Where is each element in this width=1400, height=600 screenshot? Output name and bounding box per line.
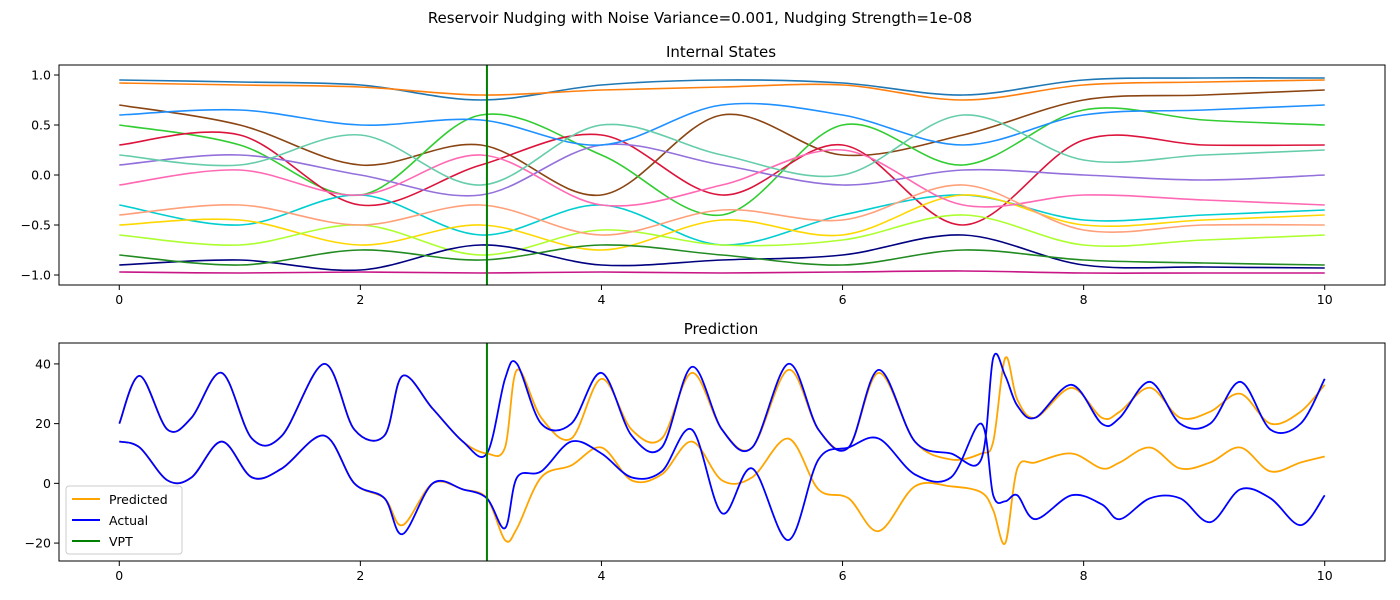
state-line xyxy=(119,79,1325,101)
state-line xyxy=(119,149,1325,208)
internal-states-tick-marks xyxy=(54,74,1326,290)
x-tick-label: 10 xyxy=(1317,568,1333,583)
legend-actual-label: Actual xyxy=(109,513,148,528)
state-line xyxy=(119,143,1325,197)
y-tick-label: 40 xyxy=(35,356,51,371)
internal-states-panel: Internal States 0 2 4 6 8 10 −1.0 −0.5 0… xyxy=(21,43,1386,307)
actual-line xyxy=(118,352,1326,467)
prediction-panel: Prediction 0 2 4 6 8 10 −20 0 20 40 Pred… xyxy=(25,320,1386,583)
x-tick-label: 10 xyxy=(1317,292,1333,307)
prediction-lines xyxy=(118,343,1326,561)
y-tick-label: 0 xyxy=(43,476,51,491)
state-line xyxy=(119,107,1325,217)
y-tick-label: −1.0 xyxy=(21,268,51,283)
prediction-y-axis: −20 0 20 40 xyxy=(25,356,51,550)
state-line xyxy=(119,89,1325,197)
legend: Predicted Actual VPT xyxy=(65,485,183,555)
predicted-line xyxy=(118,356,1326,461)
x-tick-label: 2 xyxy=(356,292,364,307)
y-tick-label: −0.5 xyxy=(21,218,51,233)
state-line xyxy=(119,244,1325,266)
state-line xyxy=(119,131,1325,226)
x-tick-label: 8 xyxy=(1080,568,1088,583)
legend-box xyxy=(65,485,183,555)
internal-states-y-axis: −1.0 −0.5 0.0 0.5 1.0 xyxy=(21,68,51,283)
legend-predicted-label: Predicted xyxy=(109,492,168,507)
y-tick-label: 0.0 xyxy=(31,168,51,183)
x-tick-label: 4 xyxy=(597,292,605,307)
state-line xyxy=(119,214,1325,256)
y-tick-label: 20 xyxy=(35,416,51,431)
prediction-title: Prediction xyxy=(684,320,759,338)
state-line xyxy=(119,184,1325,236)
state-line xyxy=(119,234,1325,272)
prediction-frame xyxy=(58,342,1386,562)
y-tick-label: 1.0 xyxy=(31,68,51,83)
legend-vpt-label: VPT xyxy=(109,534,133,549)
state-line xyxy=(119,270,1325,274)
x-tick-label: 6 xyxy=(839,568,847,583)
y-tick-label: −20 xyxy=(25,536,51,551)
actual-line xyxy=(119,422,1326,541)
prediction-x-axis: 0 2 4 6 8 10 xyxy=(115,568,1332,583)
x-tick-label: 4 xyxy=(597,568,605,583)
x-tick-label: 0 xyxy=(115,568,123,583)
internal-states-x-axis: 0 2 4 6 8 10 xyxy=(115,292,1332,307)
x-tick-label: 2 xyxy=(356,568,364,583)
y-tick-label: 0.5 xyxy=(31,118,51,133)
figure-title: Reservoir Nudging with Noise Variance=0.… xyxy=(427,9,973,27)
state-line xyxy=(119,102,1325,146)
state-line xyxy=(119,114,1325,186)
x-tick-label: 6 xyxy=(839,292,847,307)
internal-states-title: Internal States xyxy=(666,43,776,61)
state-line xyxy=(119,194,1325,251)
state-line xyxy=(119,77,1325,101)
x-tick-label: 8 xyxy=(1080,292,1088,307)
internal-states-frame xyxy=(58,64,1386,286)
internal-states-lines xyxy=(119,65,1325,285)
prediction-tick-marks xyxy=(54,363,1326,566)
x-tick-label: 0 xyxy=(115,292,123,307)
